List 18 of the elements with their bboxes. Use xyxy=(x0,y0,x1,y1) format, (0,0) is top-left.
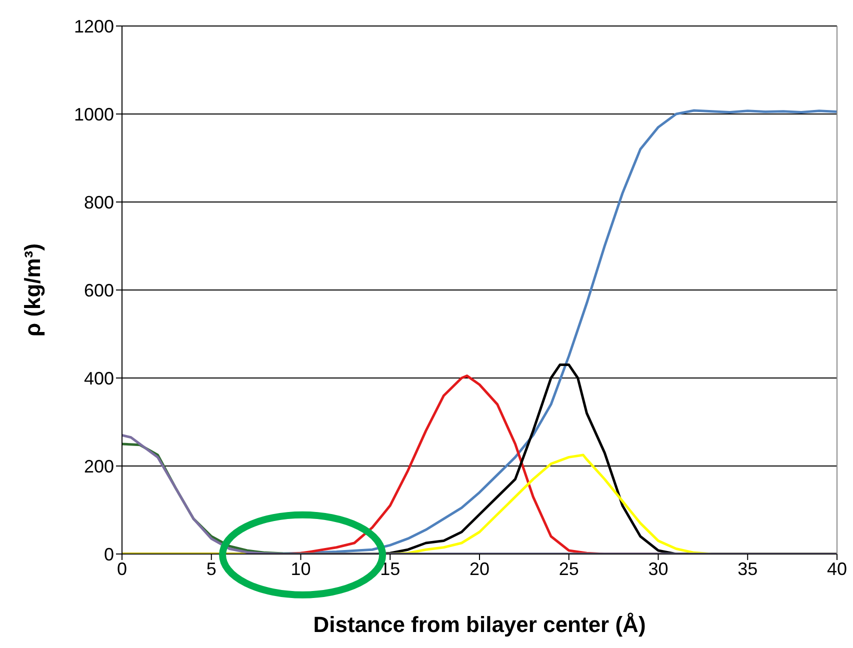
y-tick-label: 1000 xyxy=(74,104,114,124)
x-tick-label: 30 xyxy=(648,558,668,579)
y-tick-label: 1200 xyxy=(74,16,114,36)
x-tick-label: 0 xyxy=(116,558,128,579)
x-tick-label: 25 xyxy=(558,558,579,579)
x-tick-label: 40 xyxy=(826,558,848,579)
y-tick-label: 600 xyxy=(84,280,114,300)
y-tick-label: 200 xyxy=(84,456,114,476)
y-tick-label: 0 xyxy=(104,544,114,564)
x-tick-label: 5 xyxy=(206,558,216,579)
x-tick-label: 15 xyxy=(380,558,400,579)
x-tick-label: 20 xyxy=(469,558,490,579)
y-tick-label: 400 xyxy=(84,368,114,388)
y-tick-label: 800 xyxy=(84,192,114,212)
x-axis-title: Distance from bilayer center (Å) xyxy=(313,612,646,637)
x-tick-label: 10 xyxy=(290,558,311,579)
x-tick-label: 35 xyxy=(738,558,758,579)
y-axis-title: ρ (kg/m³) xyxy=(20,243,45,337)
